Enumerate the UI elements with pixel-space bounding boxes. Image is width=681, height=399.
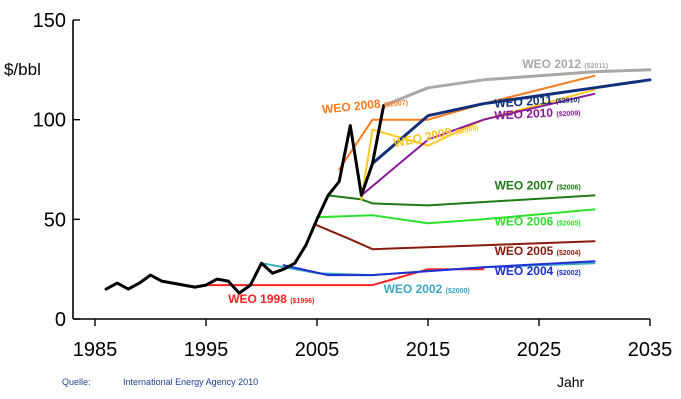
series-label-weo-2008: WEO 2008 ($2007) [321, 94, 408, 117]
x-tick-label: 2035 [628, 339, 673, 361]
series-weo-2006 [316, 208, 596, 225]
series-historical [104, 104, 386, 295]
series-weo-2005 [316, 224, 596, 251]
series-label-weo-2007: WEO 2007 ($2006) [495, 178, 581, 192]
series-label-weo-2002: WEO 2002 ($2000) [384, 282, 470, 296]
source-label: Quelle: [62, 377, 91, 387]
series-layer [104, 68, 652, 295]
series-weo-2008 [338, 74, 596, 171]
series-label-weo-2011: WEO 2011 ($2010) [494, 91, 580, 111]
x-tick-label: 2015 [406, 339, 451, 361]
source-note: Quelle: International Energy Agency 2010 [62, 377, 258, 387]
series-weo-2012 [382, 68, 652, 108]
y-tick-label: 0 [55, 309, 66, 331]
y-tick-label: 50 [44, 209, 66, 231]
series-weo-2009 [360, 88, 596, 201]
x-tick-label: 2025 [517, 339, 562, 361]
series-label-weo-2005: WEO 2005 ($2004) [495, 244, 581, 258]
y-axis-label: $/bbl [4, 60, 41, 79]
x-tick-label: 1985 [73, 339, 118, 361]
series-label-weo-2010: WEO 2010 ($2009) [494, 104, 581, 122]
y-tick-label: 100 [33, 110, 66, 132]
series-label-weo-2012: WEO 2012 ($2011) [522, 57, 608, 71]
series-weo-2011 [371, 78, 652, 165]
series-label-weo-2004: WEO 2004 ($2002) [495, 264, 581, 278]
series-weo-2004 [282, 260, 596, 277]
series-weo-2010 [360, 92, 596, 197]
ticks-layer: 0 50 100 150 1985 1995 2005 2015 2025 2035 [33, 10, 673, 361]
x-tick-label: 1995 [184, 339, 229, 361]
series-label-weo-2009: WEO 2009 ($2008) [392, 119, 479, 151]
x-tick-label: 2005 [295, 339, 340, 361]
source-value: International Energy Agency 2010 [123, 377, 259, 387]
x-axis-label: Jahr [557, 374, 585, 390]
series-label-weo-1998: WEO 1998 ($1996) [228, 292, 314, 306]
series-weo-2007 [327, 194, 596, 207]
series-label-weo-2006: WEO 2006 ($2005) [495, 214, 581, 228]
y-tick-label: 150 [33, 10, 66, 32]
